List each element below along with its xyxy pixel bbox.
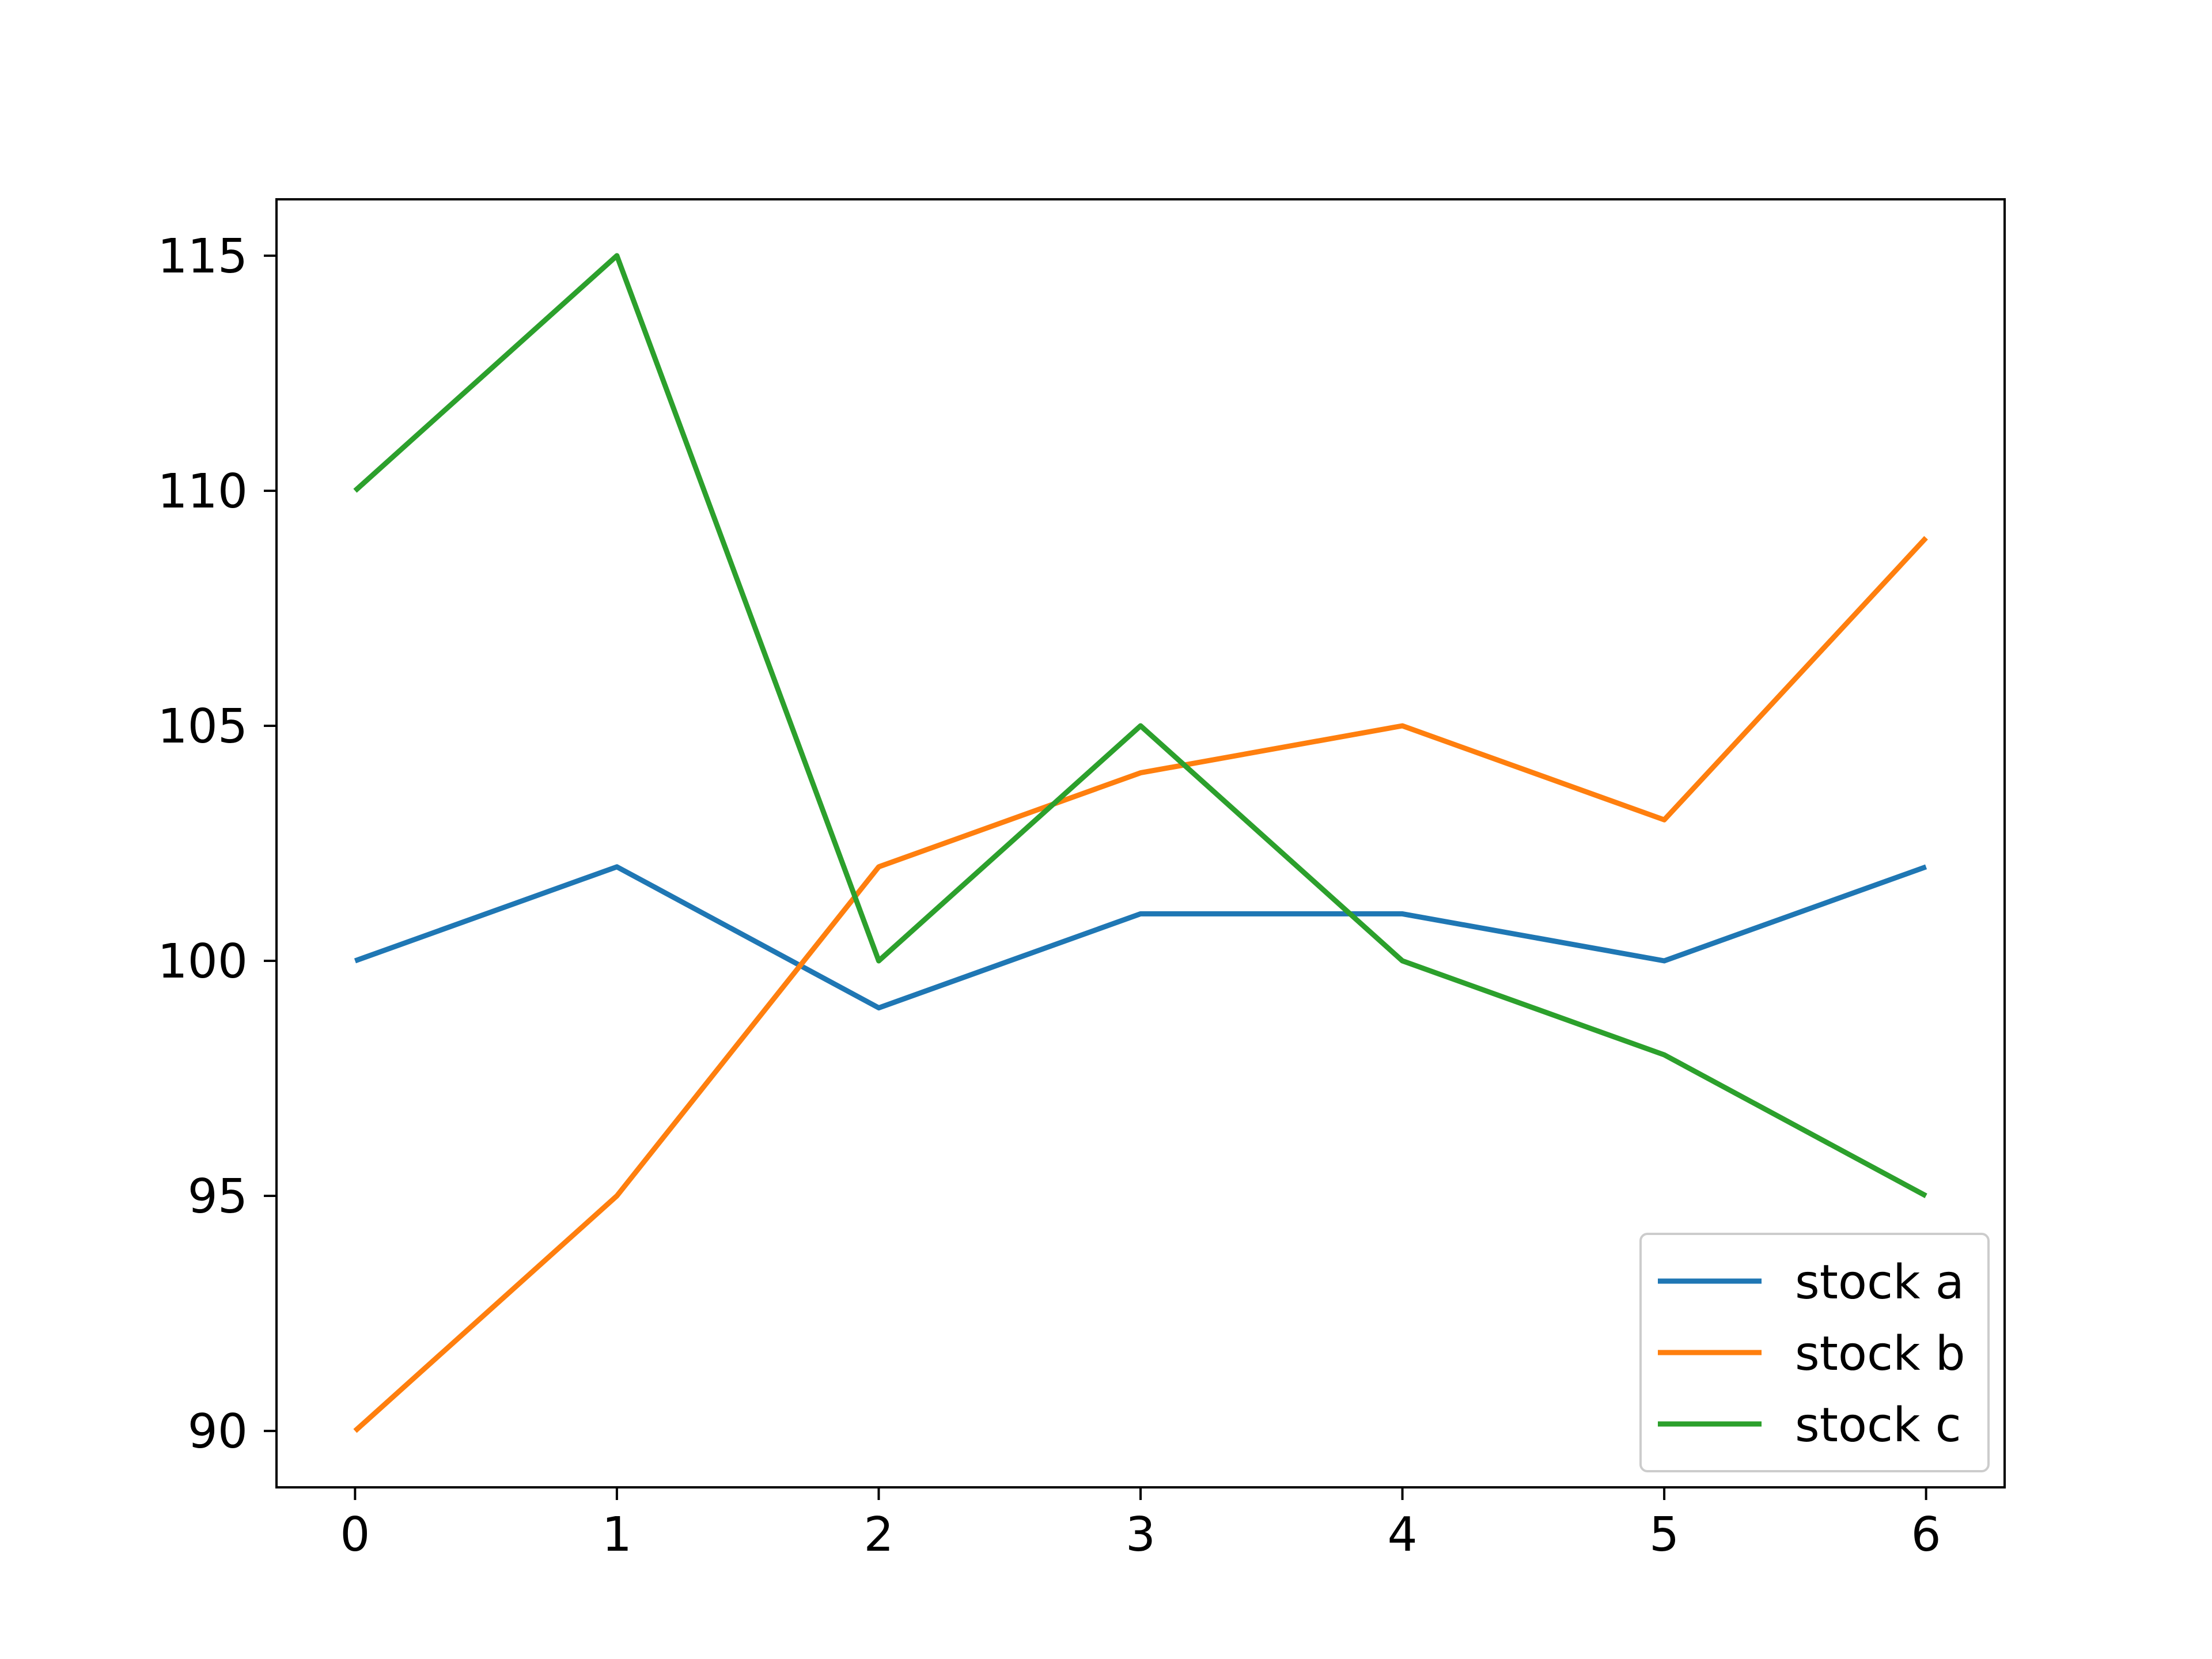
legend-label: stock a bbox=[1795, 1255, 1964, 1310]
x-tick-label: 1 bbox=[602, 1508, 632, 1562]
y-tick-label: 100 bbox=[157, 934, 248, 989]
legend: stock a stock b stock c bbox=[1639, 1233, 1990, 1472]
series-line-stock-a bbox=[354, 864, 1927, 1011]
y-tick-label: 90 bbox=[188, 1404, 248, 1459]
series-layer bbox=[353, 253, 1928, 1433]
y-tick-label: 105 bbox=[157, 699, 248, 754]
y-tick-label: 115 bbox=[157, 229, 248, 284]
x-tick-label: 3 bbox=[1126, 1508, 1156, 1562]
x-axis: 0 1 2 3 4 5 6 bbox=[340, 1487, 1941, 1562]
y-axis: 90 95 100 105 110 115 bbox=[157, 229, 276, 1459]
legend-label: stock c bbox=[1795, 1398, 1961, 1453]
x-tick-label: 2 bbox=[863, 1508, 893, 1562]
legend-label: stock b bbox=[1795, 1327, 1965, 1381]
x-tick-label: 4 bbox=[1387, 1508, 1417, 1562]
x-tick-label: 5 bbox=[1649, 1508, 1679, 1562]
x-tick-label: 0 bbox=[340, 1508, 370, 1562]
x-tick-label: 6 bbox=[1911, 1508, 1941, 1562]
series-line-stock-c bbox=[353, 253, 1927, 1198]
legend-box bbox=[1639, 1233, 1990, 1472]
y-tick-label: 110 bbox=[157, 464, 248, 519]
y-tick-label: 95 bbox=[188, 1169, 248, 1224]
series-line-stock-b bbox=[353, 536, 1928, 1433]
